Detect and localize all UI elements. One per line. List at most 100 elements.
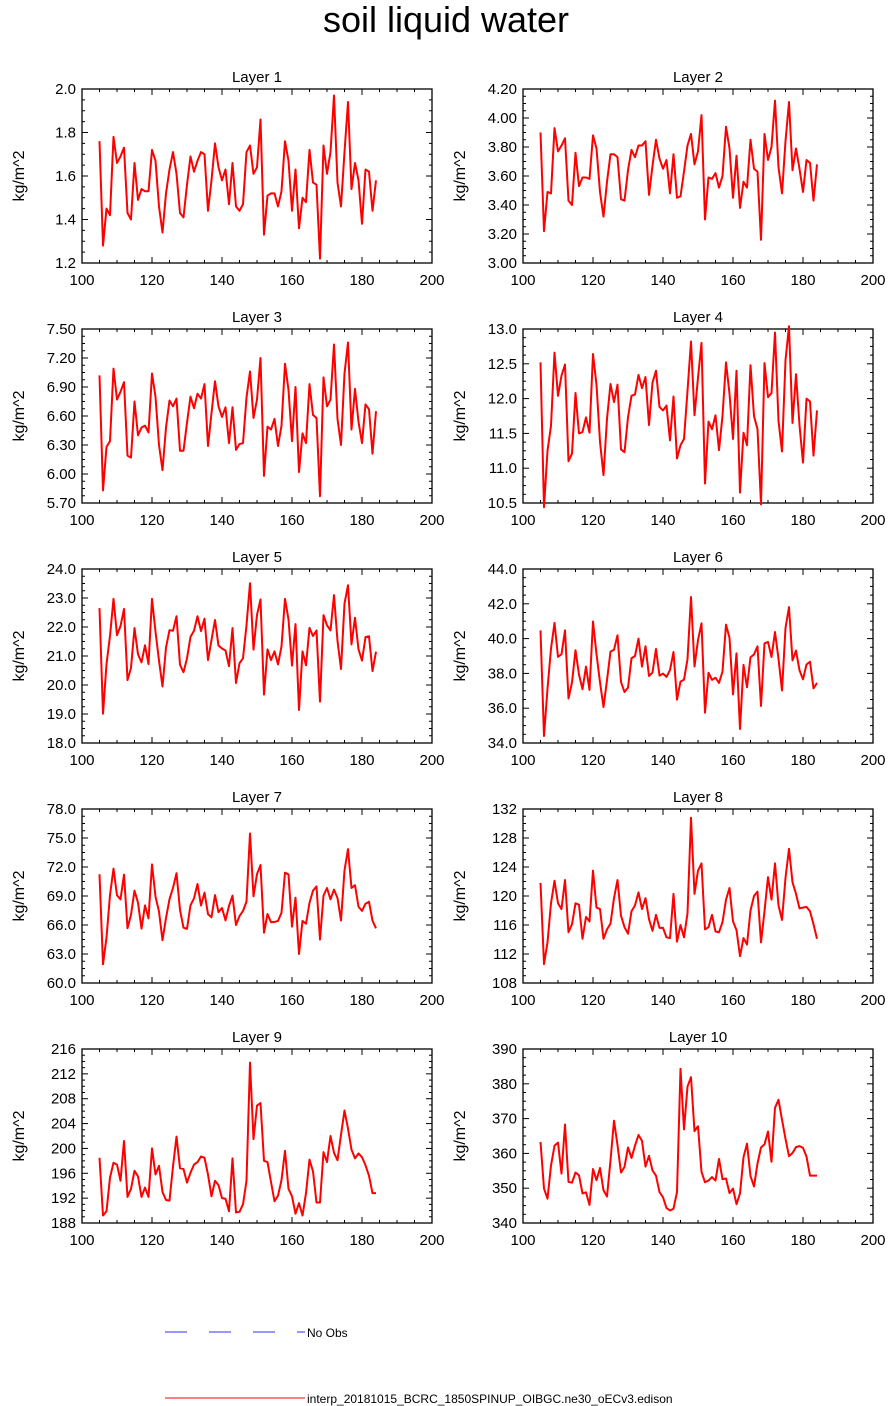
chart-title: Layer 2 [673,69,723,86]
x-tick-label: 200 [419,1232,444,1249]
y-tick-label: 192 [51,1190,76,1207]
x-tick-label: 120 [580,752,605,769]
y-tick-label: 6.90 [47,379,76,396]
y-tick-label: 4.20 [488,81,517,98]
x-tick-label: 120 [139,1232,164,1249]
y-tick-label: 44.0 [488,561,517,578]
y-tick-label: 3.00 [488,255,517,272]
y-tick-label: 350 [492,1180,517,1197]
y-tick-label: 3.20 [488,226,517,243]
y-tick-label: 42.0 [488,596,517,613]
chart-panel: Layer 9 kg/m^2 100 120 140 160 180 200 188 192 196… [11,1029,445,1249]
y-tick-label: 19.0 [47,706,76,723]
y-tick-label: 10.5 [488,495,517,512]
x-tick-label: 200 [419,992,444,1009]
x-tick-label: 140 [650,272,675,289]
y-tick-label: 112 [493,946,517,963]
y-tick-label: 124 [492,859,517,876]
x-tick-label: 120 [139,752,164,769]
x-tick-label: 160 [279,512,304,529]
y-axis-label: kg/m^2 [452,1110,469,1161]
x-tick-label: 100 [69,752,94,769]
y-tick-label: 63.0 [47,946,76,963]
y-tick-label: 24.0 [47,561,76,578]
x-tick-label: 120 [580,1232,605,1249]
y-tick-label: 1.6 [55,168,76,185]
y-axis-label: kg/m^2 [11,150,28,201]
y-axis-label: kg/m^2 [452,150,469,201]
x-tick-label: 180 [790,512,815,529]
y-tick-label: 20.0 [47,677,76,694]
y-tick-label: 204 [51,1116,76,1133]
y-tick-label: 208 [51,1091,76,1108]
y-tick-label: 2.0 [55,81,76,98]
chart-title: Layer 9 [232,1029,282,1046]
y-tick-label: 38.0 [488,665,517,682]
chart-panel: Layer 5 kg/m^2 100 120 140 160 180 200 18.0 19.0 2… [11,549,445,769]
x-tick-label: 180 [349,1232,374,1249]
y-tick-label: 72.0 [47,859,76,876]
x-tick-label: 180 [349,272,374,289]
x-tick-label: 120 [580,512,605,529]
y-tick-label: 75.0 [47,830,76,847]
series-line [539,816,818,966]
y-tick-label: 1.2 [55,255,76,272]
chart-title: Layer 3 [232,309,282,326]
x-tick-label: 200 [419,752,444,769]
main-title: soil liquid water [322,0,570,40]
x-tick-label: 140 [650,1232,675,1249]
y-tick-label: 36.0 [488,700,517,717]
y-tick-label: 3.40 [488,197,517,214]
chart-panel: Layer 3 kg/m^2 100 120 140 160 180 200 5.70 6.00 6… [11,309,445,529]
chart-panel: Layer 8 kg/m^2 100 120 140 160 180 200 108 112 116… [452,789,886,1009]
y-tick-label: 13.0 [488,321,517,338]
x-tick-label: 200 [860,1232,885,1249]
y-tick-label: 3.80 [488,139,517,156]
y-tick-label: 340 [492,1215,517,1232]
y-tick-label: 34.0 [488,735,517,752]
x-tick-label: 160 [279,272,304,289]
x-tick-label: 200 [860,272,885,289]
x-tick-label: 140 [650,752,675,769]
y-tick-label: 108 [492,975,517,992]
chart-panel: Layer 7 kg/m^2 100 120 140 160 180 200 60.0 63.0 6… [11,789,445,1009]
y-tick-label: 1.4 [55,212,76,229]
x-tick-label: 200 [860,992,885,1009]
series-line [98,94,377,260]
x-tick-label: 180 [790,272,815,289]
y-tick-label: 69.0 [47,888,76,905]
x-tick-label: 160 [720,992,745,1009]
y-axis-label: kg/m^2 [11,1110,28,1161]
x-tick-label: 140 [209,272,234,289]
y-tick-label: 12.5 [488,356,517,373]
y-tick-label: 6.30 [47,437,76,454]
x-tick-label: 120 [580,992,605,1009]
y-tick-label: 4.00 [488,110,517,127]
x-tick-label: 120 [580,272,605,289]
series-line [539,325,818,509]
chart-title: Layer 5 [232,549,282,566]
y-tick-label: 78.0 [47,801,76,818]
y-tick-label: 380 [492,1076,517,1093]
x-tick-label: 160 [720,1232,745,1249]
x-tick-label: 180 [349,512,374,529]
x-tick-label: 200 [860,752,885,769]
chart-title: Layer 6 [673,549,723,566]
chart-panel: Layer 10 kg/m^2 100 120 140 160 180 200 340 350 36… [452,1029,886,1249]
x-tick-label: 100 [69,992,94,1009]
series-line [539,596,818,738]
chart-title: Layer 8 [673,789,723,806]
x-tick-label: 160 [279,752,304,769]
chart-panel: Layer 4 kg/m^2 100 120 140 160 180 200 10.5 11.0 1… [452,309,886,529]
x-tick-label: 100 [510,752,535,769]
series-line [98,582,377,715]
x-tick-label: 160 [720,752,745,769]
y-tick-label: 132 [492,801,517,818]
x-tick-label: 100 [510,272,535,289]
chart-title: Layer 7 [232,789,282,806]
y-tick-label: 200 [51,1140,76,1157]
y-axis-label: kg/m^2 [452,630,469,681]
x-tick-label: 160 [720,272,745,289]
x-tick-label: 120 [139,992,164,1009]
